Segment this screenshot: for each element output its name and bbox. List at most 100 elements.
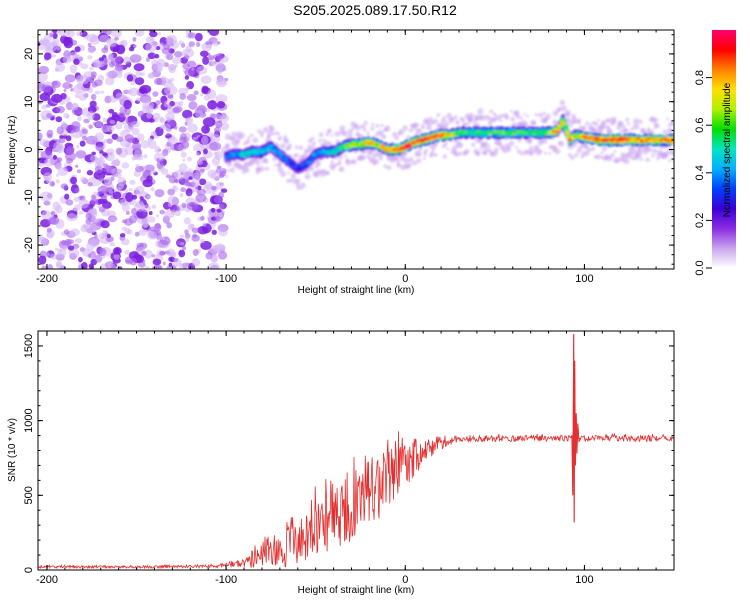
noise-blob bbox=[159, 209, 165, 215]
ridge-halo bbox=[648, 148, 653, 153]
ridge-halo bbox=[554, 148, 561, 155]
noise-blob bbox=[124, 134, 135, 142]
noise-blob bbox=[180, 151, 187, 158]
ridge-halo bbox=[226, 169, 230, 172]
noise-blob bbox=[74, 46, 81, 53]
noise-blob bbox=[108, 108, 115, 114]
noise-blob bbox=[201, 125, 211, 134]
noise-blob bbox=[103, 44, 109, 50]
noise-blob bbox=[129, 179, 136, 185]
noise-blob bbox=[122, 180, 127, 184]
ridge-halo bbox=[424, 119, 430, 125]
ridge-cell bbox=[562, 122, 567, 126]
noise-blob bbox=[160, 76, 167, 81]
ridge-halo bbox=[302, 153, 308, 159]
noise-blob bbox=[201, 42, 212, 52]
ridge-halo bbox=[395, 158, 401, 164]
noise-blob bbox=[56, 173, 59, 178]
noise-blob bbox=[210, 255, 218, 263]
ridge-halo bbox=[493, 147, 499, 153]
noise-blob bbox=[62, 55, 72, 64]
noise-blob bbox=[97, 247, 107, 257]
ridge-halo bbox=[504, 115, 510, 120]
noise-blob bbox=[54, 162, 62, 170]
noise-blob bbox=[213, 151, 218, 156]
ridge-halo bbox=[471, 142, 476, 147]
noise-blob bbox=[131, 207, 137, 216]
ridge-cell bbox=[564, 128, 569, 132]
noise-blob bbox=[74, 187, 80, 194]
noise-blob bbox=[129, 257, 138, 266]
noise-blob bbox=[65, 96, 71, 102]
noise-blob bbox=[93, 79, 103, 87]
ridge-halo bbox=[442, 115, 446, 119]
noise-blob bbox=[156, 249, 165, 257]
noise-blob bbox=[103, 177, 112, 185]
ridge-halo bbox=[318, 132, 324, 138]
noise-blob bbox=[174, 64, 178, 68]
ridge-halo bbox=[256, 162, 260, 166]
noise-blob bbox=[70, 176, 78, 185]
ridge-halo bbox=[621, 125, 626, 129]
ridge-cell bbox=[593, 136, 599, 140]
ridge-halo bbox=[499, 118, 503, 122]
ridge-halo bbox=[597, 118, 600, 122]
noise-blob bbox=[166, 132, 170, 137]
ridge-halo bbox=[290, 173, 296, 179]
snr-x-axis: -200 -100 0 100 bbox=[36, 331, 675, 586]
spectrogram-x-axis: -200 -100 0 100 bbox=[36, 30, 675, 285]
noise-blob bbox=[184, 75, 190, 80]
ridge-halo bbox=[279, 143, 286, 149]
noise-blob bbox=[193, 90, 199, 96]
noise-blob bbox=[75, 164, 79, 168]
ridge-halo bbox=[272, 132, 276, 136]
noise-blob bbox=[65, 135, 72, 142]
noise-blob bbox=[119, 233, 126, 238]
noise-blob bbox=[78, 261, 82, 265]
noise-blob bbox=[78, 111, 83, 115]
noise-blob bbox=[101, 201, 112, 209]
ridge-halo bbox=[513, 110, 520, 117]
noise-blob bbox=[149, 30, 155, 33]
noise-blob bbox=[87, 253, 92, 258]
ridge-halo bbox=[446, 112, 452, 119]
noise-blob bbox=[113, 246, 122, 255]
noise-blob bbox=[54, 247, 59, 251]
noise-blob bbox=[134, 77, 145, 86]
ridge-halo bbox=[573, 120, 577, 124]
ridge-halo bbox=[645, 157, 650, 162]
ridge-halo bbox=[494, 114, 501, 121]
noise-blob bbox=[152, 91, 159, 97]
ridge-halo bbox=[578, 145, 584, 150]
noise-blob bbox=[102, 198, 108, 204]
ridge-halo bbox=[408, 128, 414, 133]
ridge-halo bbox=[561, 105, 567, 112]
noise-blob bbox=[109, 119, 116, 125]
ridge-halo bbox=[371, 123, 375, 127]
noise-blob bbox=[204, 181, 213, 190]
noise-blob bbox=[78, 256, 83, 263]
ridge-halo bbox=[662, 129, 668, 135]
noise-blob bbox=[155, 100, 161, 106]
ridge-halo bbox=[406, 135, 411, 139]
ridge-halo bbox=[231, 136, 235, 140]
ridge-halo bbox=[607, 128, 613, 135]
noise-blob bbox=[189, 223, 195, 230]
ridge-halo bbox=[564, 112, 571, 118]
ridge-halo bbox=[446, 147, 450, 151]
noise-blob bbox=[38, 132, 43, 141]
noise-blob bbox=[215, 154, 220, 158]
noise-blob bbox=[98, 206, 106, 213]
noise-blob bbox=[201, 135, 209, 145]
noise-blob bbox=[70, 87, 74, 92]
noise-blob bbox=[117, 177, 127, 187]
colorbar-gradient bbox=[712, 30, 736, 268]
noise-blob bbox=[219, 170, 226, 177]
ridge-halo bbox=[422, 157, 426, 161]
ridge-halo bbox=[541, 137, 548, 144]
noise-blob bbox=[47, 264, 54, 269]
noise-blob bbox=[56, 44, 62, 51]
noise-blob bbox=[170, 67, 174, 71]
ridge-halo bbox=[236, 139, 241, 144]
ridge-halo bbox=[289, 178, 294, 183]
